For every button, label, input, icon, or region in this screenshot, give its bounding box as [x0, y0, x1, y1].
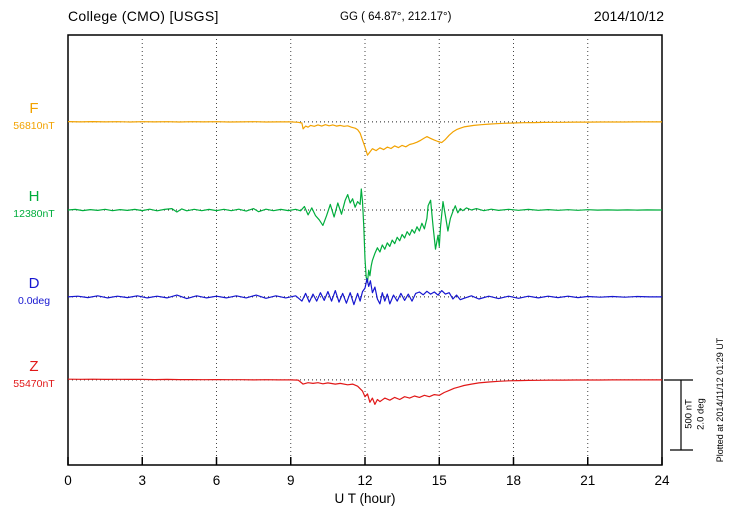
x-tick-label: 6 [213, 473, 221, 488]
plotted-at-timestamp: Plotted at 2014/11/12 01:29 UT [715, 337, 725, 463]
trace-H [67, 188, 662, 283]
x-tick-label: 0 [64, 473, 72, 488]
trace-Z [67, 378, 662, 405]
x-tick-label: 12 [357, 473, 372, 488]
x-axis-label: U T (hour) [334, 491, 396, 506]
x-tick-label: 18 [506, 473, 521, 488]
trace-F [67, 120, 662, 156]
trace-D [67, 278, 662, 306]
x-tick-label: 3 [138, 473, 146, 488]
scale-bar [664, 379, 693, 451]
plot-date: 2014/10/12 [593, 8, 664, 24]
station-title: College (CMO) [USGS] [68, 8, 219, 24]
scale-deg-label: 2.0 deg [695, 398, 707, 430]
x-tick-label: 21 [580, 473, 595, 488]
geographic-coordinates: GG ( 64.87°, 212.17°) [340, 11, 452, 23]
scale-nt-label: 500 nT [683, 399, 695, 429]
x-tick-label: 24 [654, 473, 670, 488]
x-tick-label: 9 [287, 473, 295, 488]
x-tick-label: 15 [432, 473, 447, 488]
